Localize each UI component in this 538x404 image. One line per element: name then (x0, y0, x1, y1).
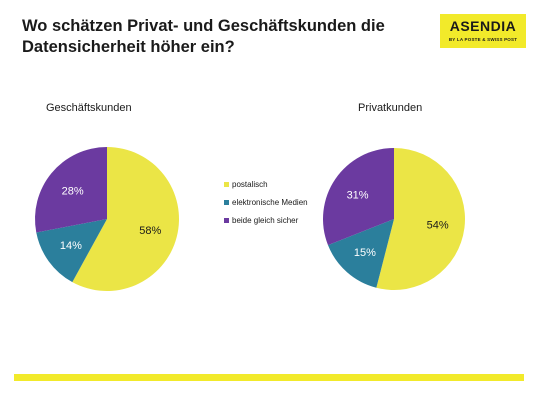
logo-text: ASENDIA (449, 18, 517, 34)
chart-title-privatkunden: Privatkunden (358, 102, 423, 114)
pie-label-privatkunden-0: 54% (427, 220, 449, 232)
pie-label-geschaeftskunden-2: 28% (62, 186, 84, 198)
pie-label-geschaeftskunden-1: 14% (60, 240, 82, 252)
pie-slice-privatkunden-0 (376, 148, 466, 291)
chart-legend: postalisch elektronische Medien beide gl… (224, 180, 314, 234)
legend-item-elektronisch: elektronische Medien (224, 198, 314, 207)
pie-slice-privatkunden-1 (327, 219, 394, 288)
legend-label: elektronische Medien (232, 198, 308, 207)
pie-label-privatkunden-2: 31% (347, 189, 369, 201)
legend-swatch (224, 200, 229, 205)
legend-label: postalisch (232, 180, 268, 189)
pie-slice-geschaeftskunden-2 (34, 147, 107, 233)
legend-item-postalisch: postalisch (224, 180, 314, 189)
legend-label: beide gleich sicher (232, 216, 299, 225)
page-title: Wo schätzen Privat- und Geschäftskunden … (22, 17, 385, 56)
legend-swatch (224, 218, 229, 223)
legend-swatch (224, 182, 229, 187)
chart-title-geschaeftskunden: Geschäftskunden (46, 102, 132, 114)
pie-label-privatkunden-1: 15% (354, 247, 376, 259)
logo-subtext: BY LA POSTE & SWISS POST (448, 37, 518, 42)
asendia-logo: ASENDIA BY LA POSTE & SWISS POST (440, 14, 526, 48)
pie-label-geschaeftskunden-0: 58% (139, 225, 161, 237)
bottom-accent-bar (14, 374, 524, 381)
pie-slice-privatkunden-2 (323, 148, 394, 246)
pie-slice-geschaeftskunden-0 (72, 147, 179, 291)
legend-item-gleich: beide gleich sicher (224, 216, 314, 225)
pie-slice-geschaeftskunden-1 (36, 219, 108, 283)
